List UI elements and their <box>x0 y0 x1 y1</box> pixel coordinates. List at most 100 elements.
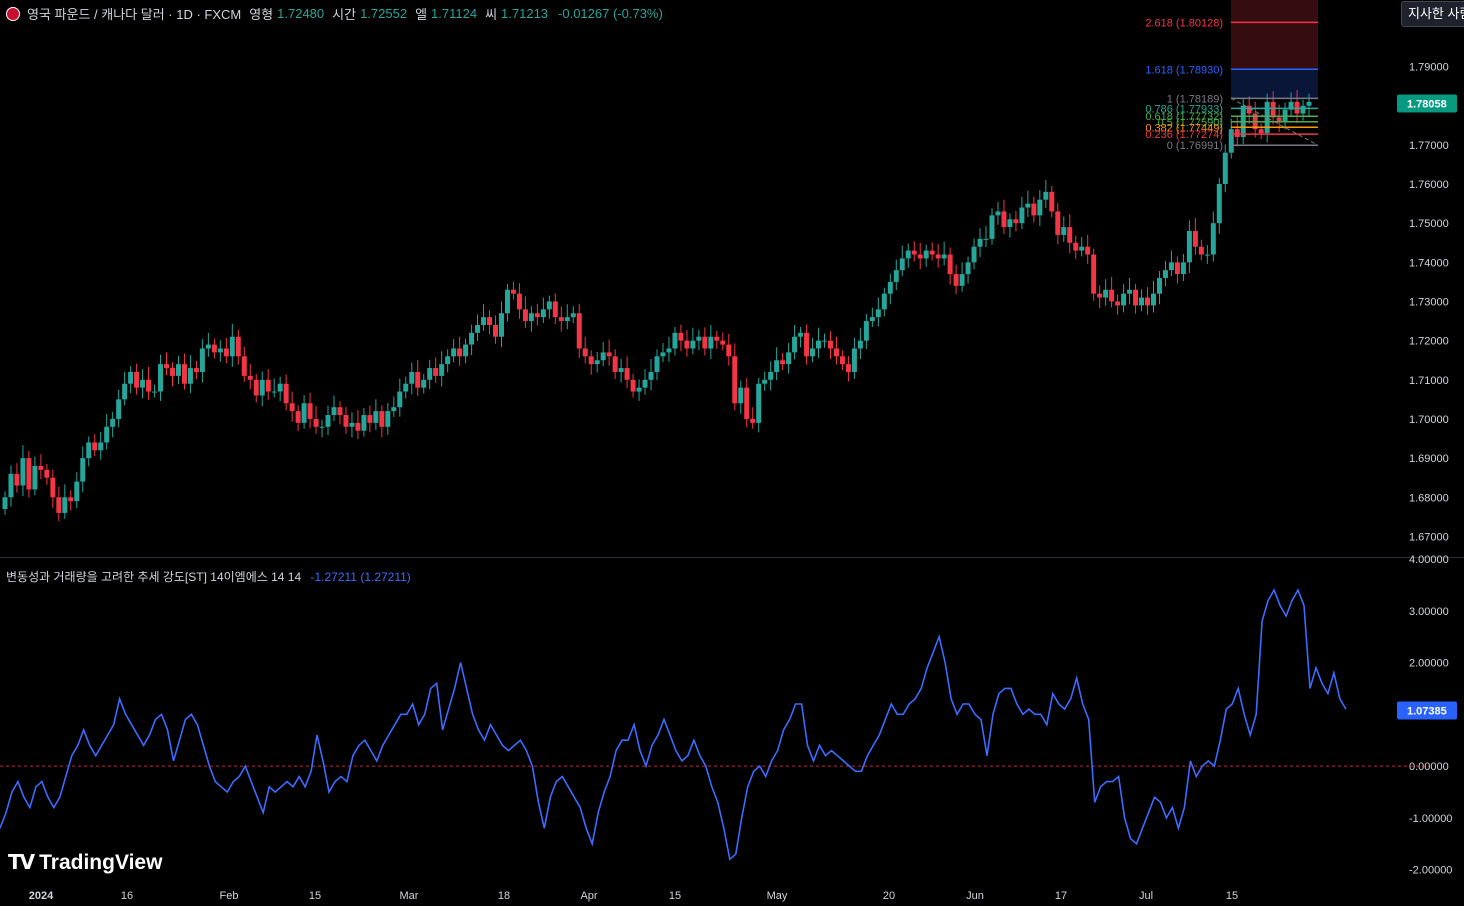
candle-body <box>241 356 247 376</box>
candle-body <box>307 403 313 419</box>
price-tick-label: 1.75000 <box>1409 218 1449 230</box>
candle-body <box>917 254 923 259</box>
candle-body <box>750 418 756 423</box>
candle-body <box>1186 231 1192 263</box>
indicator-title[interactable]: 변동성과 거래량을 고려한 추세 강도[ST] 14이엠에스 14 14 <box>6 570 302 584</box>
candle-body <box>881 293 887 310</box>
price-tick-label: 1.69000 <box>1409 453 1449 465</box>
candle-body <box>971 246 977 263</box>
logo-text: TradingView <box>39 850 163 874</box>
candle-body <box>977 238 983 247</box>
candle-body <box>1067 227 1073 243</box>
candle-body <box>851 348 857 372</box>
candle-body <box>708 336 714 349</box>
candle-body <box>439 364 445 376</box>
time-tick-label: May <box>767 890 788 902</box>
candle-body <box>14 473 20 486</box>
candle-body <box>128 371 134 384</box>
time-tick-label: 17 <box>1055 890 1067 902</box>
candle-body <box>1037 199 1043 216</box>
osc-tick-label: 4.00000 <box>1409 554 1449 566</box>
top-right-button[interactable]: 지사한 사람 <box>1401 1 1464 27</box>
candle-body <box>1097 293 1103 298</box>
candle-body <box>319 426 325 428</box>
candle-body <box>570 313 576 318</box>
time-tick-label: 15 <box>1226 890 1238 902</box>
candle-body <box>1156 278 1162 294</box>
candle-body <box>744 387 750 419</box>
candle-body <box>1222 152 1228 185</box>
candle-body <box>654 356 660 372</box>
candles <box>2 90 1312 522</box>
candle-body <box>1085 246 1091 255</box>
candle-body <box>337 407 343 416</box>
candle-body <box>678 332 684 341</box>
candle-body <box>451 348 457 357</box>
candle-body <box>259 379 265 396</box>
candle-body <box>1192 231 1198 247</box>
candle-body <box>74 481 80 502</box>
candle-body <box>618 368 624 372</box>
indicator-value: -1.27211 (1.27211) <box>310 570 411 584</box>
price-tick-label: 1.72000 <box>1409 336 1449 348</box>
time-tick-label: 15 <box>669 890 681 902</box>
price-tick-label: 1.70000 <box>1409 414 1449 426</box>
candle-body <box>827 340 833 349</box>
symbol-title[interactable]: 영국 파운드 / 캐나다 달러 · 1D · FXCM <box>27 7 242 22</box>
candle-body <box>857 340 863 349</box>
candle-body <box>630 379 636 392</box>
candle-body <box>863 321 869 341</box>
candle-body <box>1288 101 1294 110</box>
candle-body <box>564 317 570 322</box>
candle-body <box>409 371 415 384</box>
candle-body <box>624 368 630 380</box>
osc-value-tag <box>1397 701 1457 720</box>
price-tick-label: 1.67000 <box>1409 531 1449 543</box>
candle-body <box>289 403 295 412</box>
price-tick-label: 1.68000 <box>1409 492 1449 504</box>
candle-body <box>199 348 205 372</box>
candle-body <box>1103 289 1109 298</box>
candle-body <box>606 352 612 357</box>
fib-trend-line <box>1230 97 1319 146</box>
time-tick-label: 20 <box>883 890 895 902</box>
candle-body <box>893 270 899 282</box>
osc-tick-label: 0.00000 <box>1409 761 1449 773</box>
candle-body <box>158 364 164 392</box>
candle-body <box>726 344 732 357</box>
candle-body <box>911 250 917 255</box>
candle-body <box>821 340 827 342</box>
candle-body <box>1264 101 1270 134</box>
fib-zone-top <box>1231 0 1318 70</box>
candle-body <box>1055 211 1061 235</box>
candle-body <box>1145 297 1151 306</box>
candle-body <box>1079 246 1085 251</box>
candle-body <box>576 313 582 349</box>
indicator-header[interactable]: 변동성과 거래량을 고려한 추세 강도[ST] 14이엠에스 14 14 -1.… <box>6 568 411 585</box>
symbol-header: 영국 파운드 / 캐나다 달러 · 1D · FXCM 영형 1.72480 시간… <box>6 4 663 23</box>
candle-body <box>295 411 301 423</box>
candle-body <box>1139 297 1145 306</box>
candle-body <box>869 317 875 322</box>
candle-body <box>8 473 14 498</box>
candle-body <box>558 317 564 322</box>
candle-body <box>122 383 128 400</box>
candle-body <box>445 356 451 365</box>
candle-body <box>146 379 152 392</box>
candle-body <box>140 379 146 388</box>
candle-body <box>1121 293 1127 306</box>
open-value: 1.72480 <box>277 6 325 21</box>
candle-body <box>1061 227 1067 235</box>
candle-body <box>211 344 217 353</box>
price-tick-label: 1.73000 <box>1409 296 1449 308</box>
candle-body <box>702 336 708 349</box>
candle-body <box>1270 101 1276 118</box>
candle-body <box>798 332 804 337</box>
candle-body <box>528 313 534 322</box>
candle-body <box>427 368 433 380</box>
time-tick-label: Jun <box>966 890 984 902</box>
candle-body <box>1013 219 1019 224</box>
candle-body <box>169 368 175 376</box>
candle-body <box>253 379 259 396</box>
